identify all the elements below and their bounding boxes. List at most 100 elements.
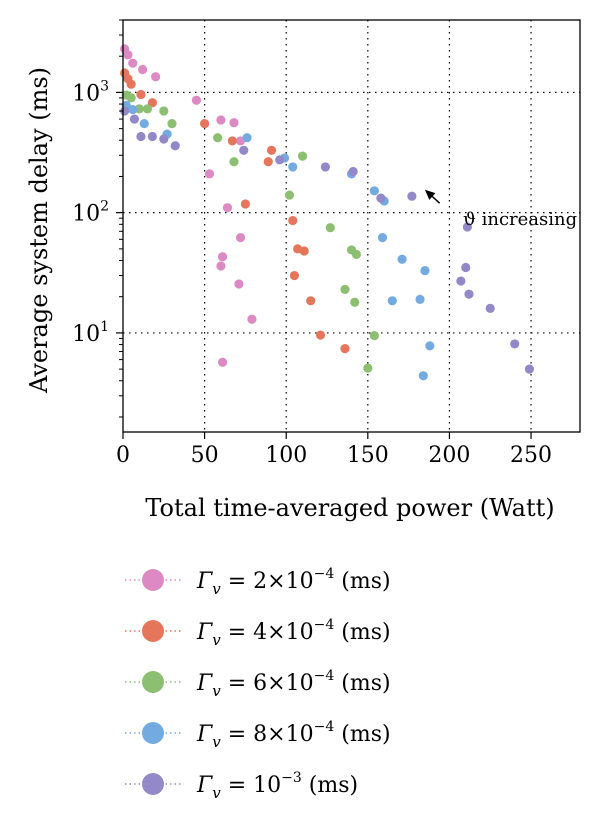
data-point (420, 265, 430, 276)
x-tick-label: 0 (116, 443, 130, 468)
x-axis-label: Total time-averaged power (Watt) (145, 494, 554, 522)
data-point (204, 169, 215, 179)
data-point (151, 72, 161, 82)
data-point (235, 233, 246, 243)
data-point (350, 297, 360, 307)
data-point (363, 363, 373, 373)
y-tick-label: 102 (72, 199, 109, 227)
data-point (216, 261, 226, 271)
data-point (351, 249, 361, 259)
legend-label: Γv = 10−3 (ms) (196, 770, 358, 802)
data-point (377, 233, 388, 243)
data-point (397, 254, 407, 264)
data-point (340, 344, 350, 354)
y-axis-label: Average system delay (ms) (25, 67, 53, 394)
data-point (315, 330, 326, 340)
data-point (288, 215, 298, 226)
data-point (234, 279, 244, 289)
grid-lines (123, 20, 580, 432)
series-3 (121, 90, 379, 373)
legend-label: Γv = 2×10−4 (ms) (196, 566, 391, 598)
data-point (227, 136, 237, 146)
data-point (275, 155, 285, 165)
data-point (418, 371, 428, 381)
series-1 (120, 44, 257, 367)
data-point (266, 145, 277, 155)
data-point (170, 141, 180, 151)
data-point (524, 364, 535, 374)
legend-item-4: Γv = 8×10−4 (ms) (125, 719, 391, 751)
data-point (369, 186, 379, 196)
data-point (142, 104, 153, 114)
data-point (126, 79, 136, 89)
legend-marker (142, 722, 164, 744)
legend-marker (142, 620, 164, 642)
data-point (325, 223, 335, 233)
data-point (369, 330, 379, 341)
data-point (129, 114, 140, 124)
legend-label: Γv = 6×10−4 (ms) (196, 668, 391, 700)
data-point (297, 151, 308, 161)
annotation: ϑ increasing (424, 189, 577, 230)
data-point (136, 131, 146, 142)
legend-item-2: Γv = 4×10−4 (ms) (125, 617, 391, 649)
data-point (229, 118, 239, 128)
legend-item-3: Γv = 6×10−4 (ms) (125, 668, 391, 700)
data-point (216, 115, 226, 125)
data-point (348, 166, 358, 177)
legend-marker (142, 773, 164, 795)
data-point (159, 106, 169, 116)
data-point (306, 296, 316, 306)
data-point (200, 119, 210, 129)
data-point (376, 193, 386, 203)
data-point (240, 199, 251, 209)
data-point (229, 157, 239, 167)
data-point (159, 134, 169, 144)
legend-item-1: Γv = 2×10−4 (ms) (125, 566, 391, 598)
data-point (456, 276, 466, 286)
series-2 (120, 68, 350, 354)
data-point (217, 252, 228, 262)
series-4 (121, 100, 435, 381)
data-point (120, 106, 130, 116)
data-point (289, 270, 299, 281)
data-point (510, 339, 520, 349)
data-point (247, 314, 257, 324)
data-point (288, 162, 298, 172)
annotation-arrowhead (424, 189, 436, 200)
x-tick-label: 50 (191, 443, 219, 468)
data-point (415, 294, 425, 304)
data-point (407, 191, 417, 201)
x-tick-label: 200 (428, 443, 470, 468)
data-point (242, 133, 252, 143)
data-point (461, 262, 471, 273)
data-point (485, 303, 495, 313)
legend-item-5: Γv = 10−3 (ms) (125, 770, 358, 802)
data-point (139, 119, 149, 129)
data-point (147, 131, 157, 142)
data-point (462, 222, 472, 232)
annotation-arrow (431, 195, 441, 204)
y-tick-label: 103 (72, 78, 109, 106)
data-point (136, 89, 146, 100)
data-point (387, 296, 397, 306)
data-point (123, 50, 133, 60)
axis-ticks: 0 50 100 150 200 250 101 102 103 (72, 19, 552, 468)
plot-frame (122, 19, 581, 433)
data-point (320, 162, 330, 172)
data-point (263, 157, 273, 167)
data-point (425, 341, 435, 351)
data-point (239, 145, 249, 155)
data-point (126, 93, 136, 103)
data-point (191, 95, 202, 105)
legend-label: Γv = 8×10−4 (ms) (196, 719, 391, 751)
data-point (464, 289, 474, 299)
y-tick-label: 101 (72, 319, 109, 347)
x-tick-label: 250 (510, 443, 552, 468)
data-point (213, 133, 223, 143)
x-tick-label: 100 (265, 443, 307, 468)
data-point (340, 284, 350, 295)
annotation-text: ϑ increasing (463, 209, 577, 230)
data-point (284, 190, 295, 200)
